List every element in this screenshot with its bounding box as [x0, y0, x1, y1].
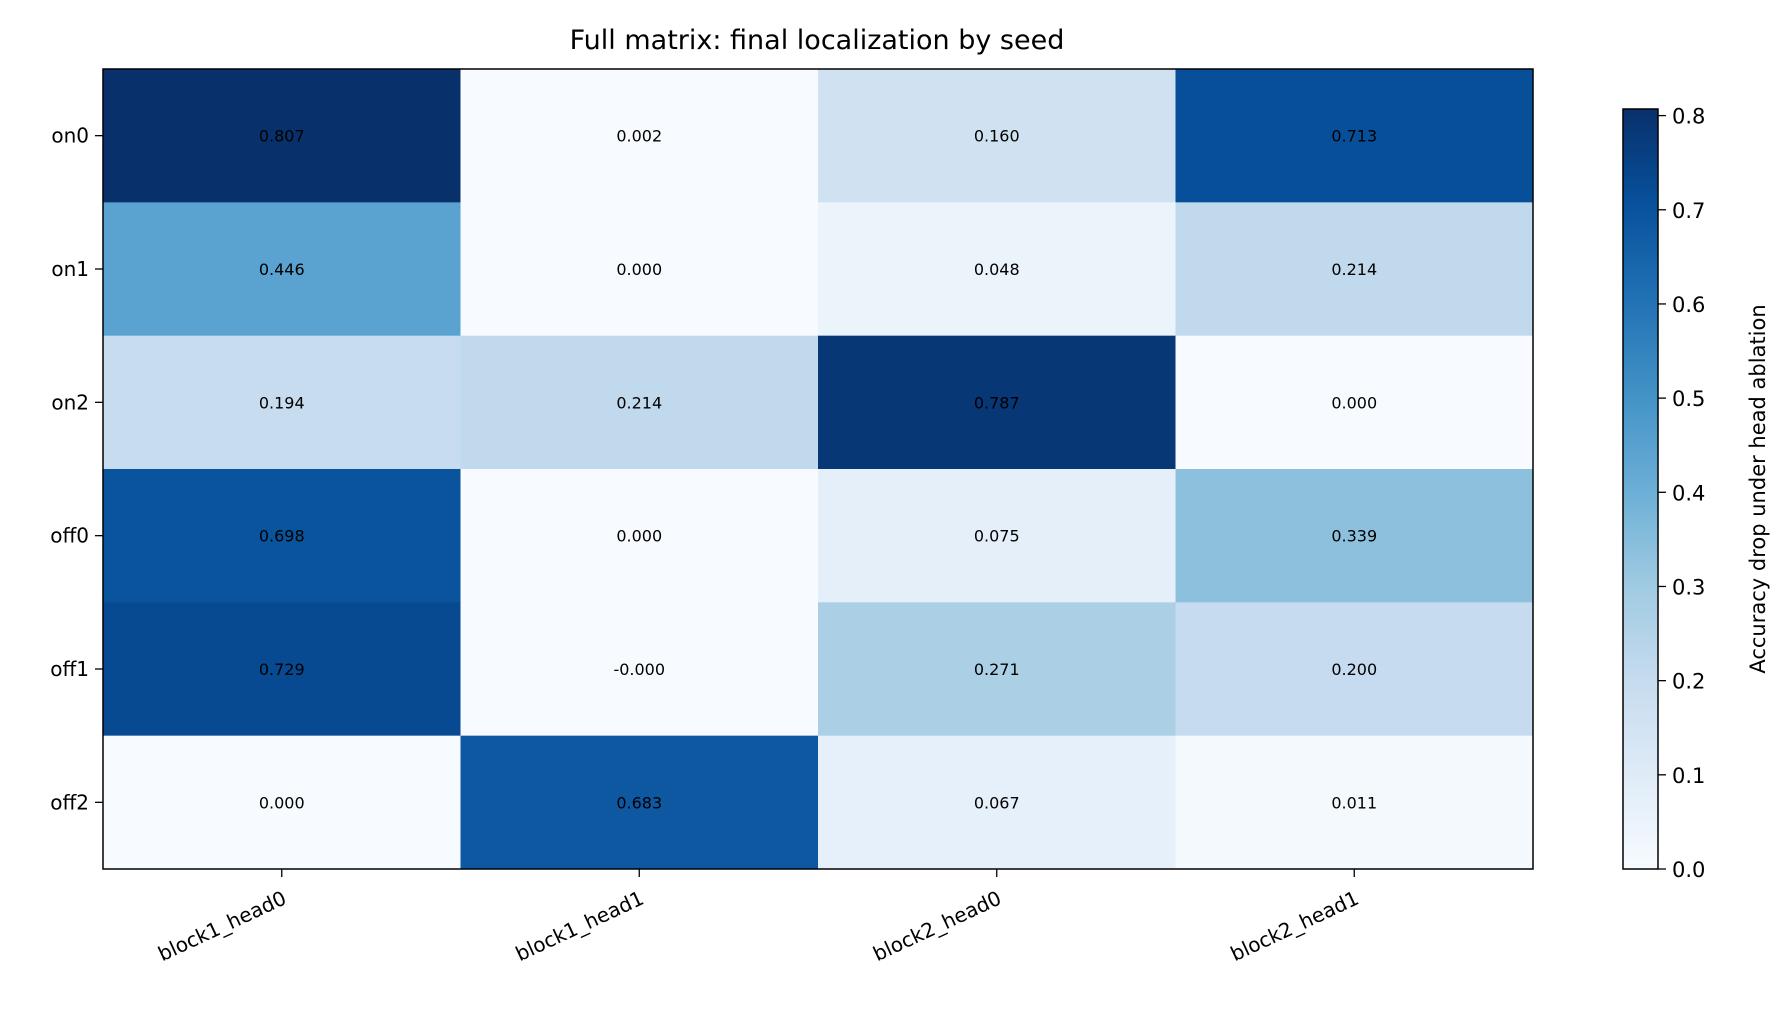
x-tick-label: block2_head0	[869, 886, 1005, 966]
heatmap-cell	[1175, 735, 1534, 870]
plot-frame	[102, 68, 1534, 870]
colorbar-tick-label: 0.5	[1672, 387, 1705, 411]
heatmap-cell	[818, 202, 1176, 337]
heatmap-cell	[818, 602, 1176, 737]
cell-value-label: 0.683	[616, 793, 662, 812]
y-tick-label: off0	[50, 524, 89, 548]
heatmap-cell	[460, 602, 819, 737]
cell-value-label: 0.160	[974, 127, 1020, 146]
cell-value-label: 0.000	[616, 260, 662, 279]
heatmap-cell	[103, 202, 461, 337]
y-tick-label: on0	[51, 124, 89, 148]
cell-value-label: 0.048	[974, 260, 1020, 279]
heatmap-cell	[460, 69, 819, 203]
chart-title: Full matrix: final localization by seed	[570, 25, 1065, 56]
colorbar-tick-label: 0.0	[1672, 858, 1705, 882]
y-tick-label: on1	[51, 257, 89, 281]
cell-value-label: 0.713	[1331, 127, 1377, 146]
heatmap-cell	[1175, 69, 1534, 203]
heatmap-cell	[818, 69, 1176, 203]
heatmap-cell	[460, 469, 819, 603]
heatmap-cell	[818, 335, 1176, 470]
cell-value-label: 0.000	[616, 527, 662, 546]
colorbar-tick-label: 0.4	[1672, 481, 1705, 505]
heatmap-cell	[103, 469, 461, 603]
heatmap-cell	[103, 69, 461, 203]
cell-value-label: 0.698	[259, 527, 305, 546]
colorbar-tick-label: 0.6	[1672, 293, 1705, 317]
colorbar	[1622, 108, 1659, 870]
cell-value-label: 0.729	[259, 660, 305, 679]
heatmap-cell	[1175, 602, 1534, 737]
colorbar-tick-label: 0.3	[1672, 575, 1705, 599]
heatmap-cell	[818, 735, 1176, 870]
cell-value-label: 0.807	[259, 127, 305, 146]
colorbar-tick-label: 0.1	[1672, 764, 1705, 788]
heatmap-cell	[103, 735, 461, 870]
cell-value-label: 0.011	[1331, 793, 1377, 812]
heatmap-cell	[103, 335, 461, 470]
cell-value-label: 0.194	[259, 393, 305, 412]
cell-value-label: 0.214	[616, 393, 662, 412]
colorbar-tick-label: 0.2	[1672, 670, 1705, 694]
cell-value-labels: 0.807 0.002 0.160 0.713 0.446 0.000 0.048 0.214…	[259, 127, 1377, 813]
heatmap-cell	[460, 202, 819, 337]
heatmap-cell	[1175, 202, 1534, 337]
heatmap-cell	[103, 602, 461, 737]
x-tick-label: block1_head1	[512, 886, 648, 966]
x-axis: block1_head0 block1_head1 block2_head0 bloc…	[154, 869, 1362, 966]
cell-value-label: 0.075	[974, 527, 1020, 546]
cell-value-label: 0.000	[259, 793, 305, 812]
cell-value-label: 0.787	[974, 393, 1020, 412]
cell-value-label: 0.214	[1331, 260, 1377, 279]
y-tick-label: on2	[51, 390, 89, 414]
cell-value-label: 0.000	[1331, 393, 1377, 412]
y-tick-label: off2	[50, 790, 89, 814]
cell-value-label: 0.446	[259, 260, 305, 279]
colorbar-label: Accuracy drop under head ablation	[1746, 304, 1770, 673]
colorbar-ticks: 0.0 0.1 0.2 0.3 0.4 0.5 0.6 0.7 0.8	[1658, 105, 1705, 882]
y-tick-label: off1	[50, 657, 89, 681]
colorbar-tick-label: 0.7	[1672, 199, 1705, 223]
heatmap-cell	[460, 335, 819, 470]
cell-value-label: -0.000	[613, 660, 665, 679]
x-tick-label: block1_head0	[154, 886, 290, 966]
x-tick-label: block2_head1	[1227, 886, 1363, 966]
y-axis: on0 on1 on2 off0 off1 off2	[50, 124, 103, 814]
colorbar-tick-label: 0.8	[1672, 105, 1705, 129]
heatmap-cells	[103, 69, 1534, 870]
heatmap-cell	[460, 735, 819, 870]
cell-value-label: 0.002	[616, 127, 662, 146]
heatmap-cell	[1175, 469, 1534, 603]
heatmap-cell	[1175, 335, 1534, 470]
cell-value-label: 0.271	[974, 660, 1020, 679]
cell-value-label: 0.067	[974, 793, 1020, 812]
cell-value-label: 0.200	[1331, 660, 1377, 679]
cell-value-label: 0.339	[1331, 527, 1377, 546]
heatmap-cell	[818, 469, 1176, 603]
